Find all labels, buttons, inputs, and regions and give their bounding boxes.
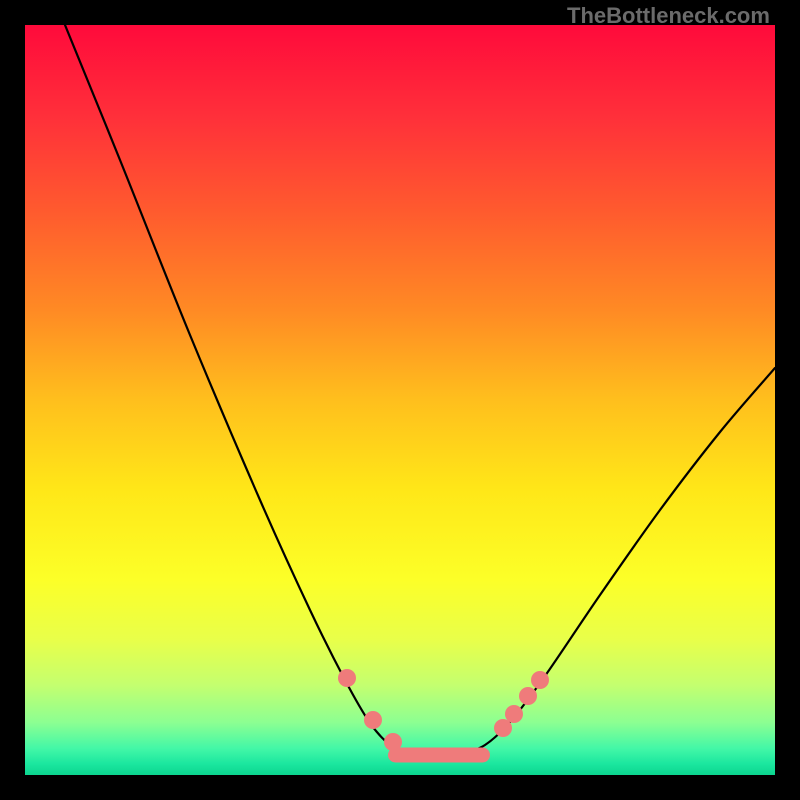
bottleneck-chart [0,0,800,800]
marker-left-0 [338,669,356,687]
marker-left-1 [364,711,382,729]
marker-right-2 [519,687,537,705]
marker-right-0 [494,719,512,737]
marker-right-1 [505,705,523,723]
gradient-background [25,25,775,775]
watermark-text: TheBottleneck.com [567,3,770,29]
marker-left-2 [384,733,402,751]
valley-bar [388,748,490,763]
marker-right-3 [531,671,549,689]
